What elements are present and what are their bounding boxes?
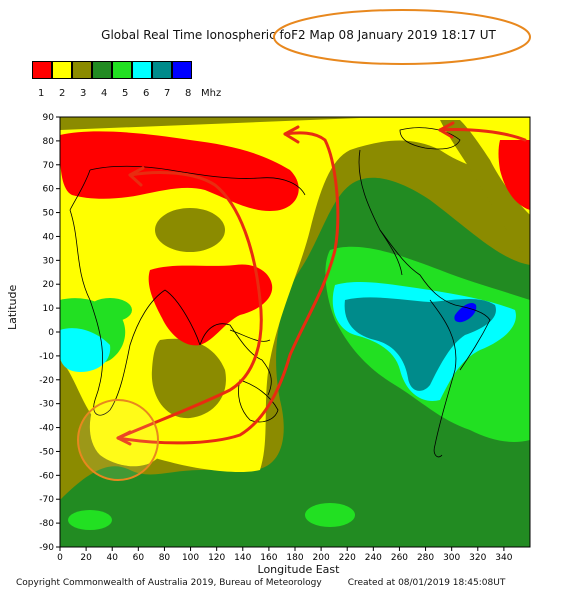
arrow-head-2 bbox=[283, 125, 300, 144]
y-tick-label: -50 bbox=[39, 447, 54, 457]
highlight-circle-south bbox=[77, 399, 159, 481]
contour-cyan-west bbox=[60, 328, 111, 372]
x-tick-label: 20 bbox=[80, 553, 92, 563]
contour-olive-africa bbox=[151, 338, 226, 419]
x-tick-label: 140 bbox=[234, 553, 251, 563]
x-tick-label: 220 bbox=[339, 553, 356, 563]
legend-label-4: 4 bbox=[101, 88, 108, 99]
x-tick-label: 300 bbox=[443, 553, 460, 563]
y-tick-label: 50 bbox=[43, 209, 55, 219]
x-tick-label: 320 bbox=[469, 553, 486, 563]
annotation-arrows bbox=[116, 121, 527, 446]
x-tick-label: 100 bbox=[182, 553, 199, 563]
contour-olive-island bbox=[155, 208, 225, 252]
x-tick-label: 160 bbox=[260, 553, 277, 563]
x-tick-label: 80 bbox=[159, 553, 171, 563]
footer: Copyright Commonwealth of Australia 2019… bbox=[16, 578, 505, 588]
coastlines bbox=[69, 127, 491, 458]
legend-label-1: 1 bbox=[38, 88, 45, 99]
contour-green-south-2 bbox=[305, 503, 355, 527]
y-tick-label: -20 bbox=[39, 376, 54, 386]
x-tick-label: 280 bbox=[417, 553, 434, 563]
legend-swatch-2 bbox=[52, 61, 72, 79]
x-tick-label: 0 bbox=[57, 553, 63, 563]
y-tick-label: -80 bbox=[39, 519, 54, 529]
legend-label-5: 5 bbox=[122, 88, 129, 99]
y-tick-label: -30 bbox=[39, 400, 54, 410]
y-tick-label: -70 bbox=[39, 495, 54, 505]
y-tick-label: -40 bbox=[39, 424, 54, 434]
y-tick-label: 0 bbox=[48, 328, 54, 338]
x-tick-label: 260 bbox=[391, 553, 408, 563]
y-tick-label: 40 bbox=[43, 232, 55, 242]
y-tick-label: 60 bbox=[43, 185, 55, 195]
y-tick-label: -10 bbox=[39, 352, 54, 362]
copyright-text: Copyright Commonwealth of Australia 2019… bbox=[16, 578, 322, 588]
legend-swatch-1 bbox=[32, 61, 52, 79]
arrow-path-3 bbox=[438, 128, 527, 142]
arrow-head-1 bbox=[128, 166, 145, 187]
legend-swatch-7 bbox=[152, 61, 172, 79]
legend-swatch-4 bbox=[92, 61, 112, 79]
x-tick-label: 240 bbox=[365, 553, 382, 563]
x-tick-label: 60 bbox=[133, 553, 145, 563]
legend-label-8: 8 bbox=[185, 88, 192, 99]
legend-swatch-3 bbox=[72, 61, 92, 79]
y-tick-label: 90 bbox=[43, 113, 55, 123]
legend-swatch-6 bbox=[132, 61, 152, 79]
contour-red-ne bbox=[498, 140, 530, 210]
y-tick-label: 80 bbox=[43, 137, 55, 147]
y-tick-label: 30 bbox=[43, 256, 55, 266]
x-ticks: 0 20 40 60 80 100 120 140 160 180 200 220 240 260 280 3… bbox=[57, 547, 513, 563]
legend-label-3: 3 bbox=[80, 88, 87, 99]
x-tick-label: 120 bbox=[208, 553, 225, 563]
map-title: Global Real Time Ionospheric foF2 Map 08… bbox=[101, 28, 496, 42]
y-tick-label: -60 bbox=[39, 471, 54, 481]
contour-green-africa bbox=[88, 298, 132, 322]
x-tick-label: 340 bbox=[495, 553, 512, 563]
arrow-head-3 bbox=[438, 121, 455, 139]
x-tick-label: 40 bbox=[106, 553, 118, 563]
y-tick-label: -90 bbox=[39, 543, 54, 553]
contour-fill bbox=[60, 117, 530, 547]
legend-label-2: 2 bbox=[59, 88, 66, 99]
y-tick-label: 10 bbox=[43, 304, 55, 314]
legend-swatch-8 bbox=[172, 61, 192, 79]
y-tick-label: 20 bbox=[43, 280, 55, 290]
legend-label-7: 7 bbox=[164, 88, 171, 99]
created-timestamp: Created at 08/01/2019 18:45:08UT bbox=[347, 578, 506, 588]
x-axis-label: Longitude East bbox=[257, 563, 340, 576]
legend-label-6: 6 bbox=[143, 88, 150, 99]
x-tick-label: 180 bbox=[286, 553, 303, 563]
x-tick-label: 200 bbox=[313, 553, 330, 563]
y-ticks: 90 80 70 60 50 40 30 20 10 0 -10 -20 -30 -40 -50 -60 -70… bbox=[39, 113, 60, 553]
contour-green-south-1 bbox=[68, 510, 112, 530]
y-tick-label: 70 bbox=[43, 161, 55, 171]
contour-blue-peak bbox=[454, 303, 477, 323]
legend-unit: Mhz bbox=[201, 88, 222, 99]
contour-red-equatorial bbox=[148, 264, 273, 346]
arrow-path-1 bbox=[116, 170, 263, 440]
highlight-ellipse-title bbox=[273, 9, 531, 65]
arrow-path-2 bbox=[116, 131, 340, 445]
arrow-tail-mark bbox=[116, 430, 132, 446]
y-axis-label: Latitude bbox=[6, 284, 19, 330]
legend-swatch-5 bbox=[112, 61, 132, 79]
